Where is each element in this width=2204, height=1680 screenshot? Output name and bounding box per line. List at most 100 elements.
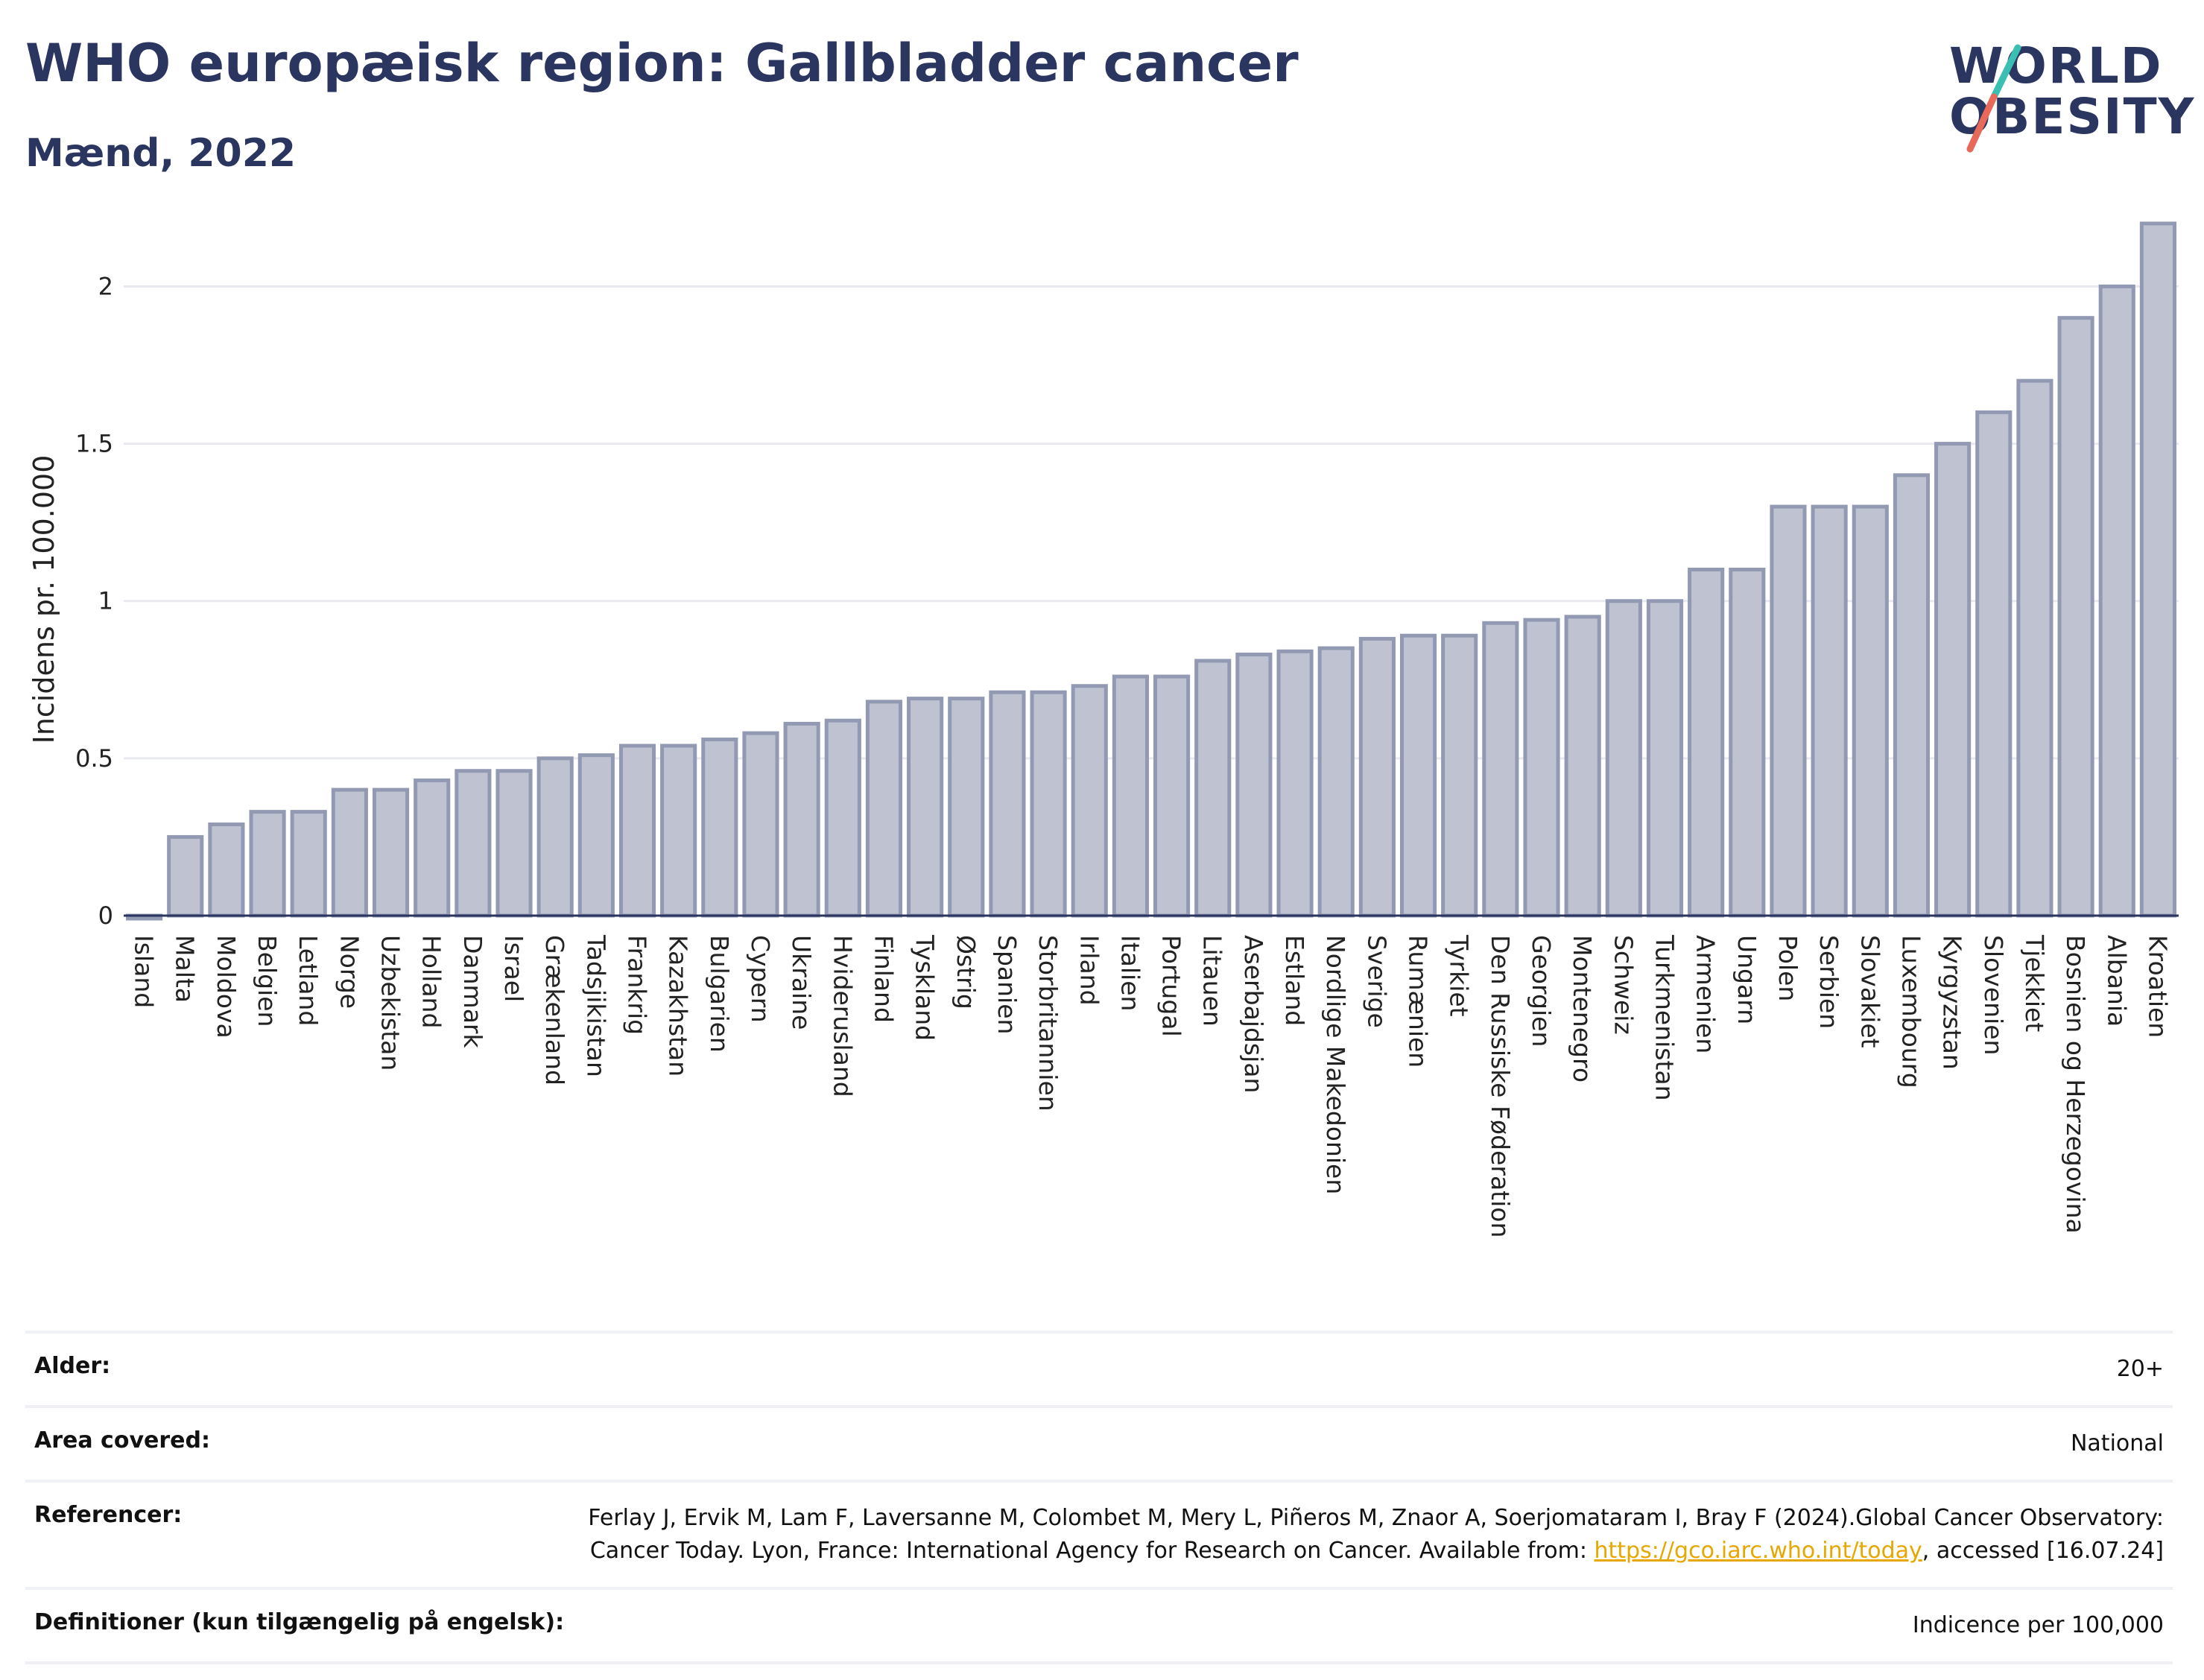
y-tick-label: 1	[98, 587, 113, 615]
x-tick-label: Litauen	[1198, 935, 1227, 1027]
bar	[372, 787, 410, 918]
x-tick-label: Frankrig	[623, 935, 652, 1035]
x-tick-label: Kyrgyzstan	[1938, 935, 1967, 1070]
bar	[865, 700, 903, 918]
chart-title: WHO europæisk region: Gallbladder cancer	[25, 33, 1299, 94]
x-tick-label: Moldova	[212, 935, 241, 1039]
logo-slash-icon	[1966, 44, 2021, 153]
x-tick-label: Aserbajdsjan	[1239, 935, 1268, 1093]
x-tick-label: Irland	[1074, 935, 1103, 1006]
x-tick-label: Kroatien	[2143, 935, 2172, 1038]
bar	[1317, 646, 1355, 918]
x-tick-label: Bulgarien	[705, 935, 734, 1053]
bar	[783, 721, 820, 918]
x-tick-label: Nordlige Makedonien	[1321, 935, 1350, 1194]
bar	[701, 738, 738, 918]
bar	[1934, 442, 1972, 918]
x-tick-label: Tyskland	[911, 934, 940, 1041]
info-key: Alder:	[34, 1353, 111, 1379]
x-tick-label: Island	[130, 935, 159, 1008]
x-tick-label: Israel	[499, 935, 528, 1002]
bar	[577, 753, 615, 918]
bar	[1605, 599, 1642, 918]
x-tick-label: Ungarn	[1732, 935, 1761, 1024]
x-tick-label: Portugal	[1157, 935, 1186, 1037]
info-key: Area covered:	[34, 1427, 210, 1454]
x-tick-label: Luxembourg	[1896, 935, 1925, 1088]
bar	[1235, 653, 1273, 918]
x-tick-label: Den Russiske Føderation	[1486, 935, 1515, 1237]
info-row-references: Referencer: Ferlay J, Ervik M, Lam F, La…	[25, 1480, 2173, 1587]
bar	[2016, 378, 2053, 918]
y-tick-label: 1.5	[75, 430, 113, 458]
bar	[1975, 410, 2013, 918]
bar	[536, 756, 574, 918]
y-tick-label: 0.5	[75, 744, 113, 773]
x-tick-label: Uzbekistan	[376, 935, 405, 1071]
bar	[1153, 674, 1191, 918]
bar	[1852, 504, 1889, 918]
x-tick-label: Ukraine	[787, 935, 816, 1030]
bar	[2139, 221, 2176, 918]
x-tick-label: Turkmenistan	[1650, 934, 1679, 1101]
x-tick-label: Cypern	[746, 935, 775, 1023]
info-value: 20+	[2116, 1356, 2164, 1382]
bar	[948, 697, 985, 918]
x-tick-label: Sverige	[1362, 935, 1391, 1028]
x-tick-label: Albania	[2102, 935, 2131, 1027]
reference-text: Ferlay J, Ervik M, Lam F, Laversanne M, …	[588, 1505, 2164, 1564]
logo-line-world: WORLD	[1949, 37, 2163, 95]
info-row-definitions: Definitioner (kun tilgængelig på engelsk…	[25, 1587, 2173, 1664]
chart-subtitle: Mænd, 2022	[25, 131, 297, 176]
x-tick-label: Georgien	[1527, 935, 1556, 1047]
y-tick-label: 0	[98, 901, 113, 930]
bar-chart: 0 0.5 1 1.5 2 Island Malta Moldova Belgien Letla…	[28, 221, 2179, 1237]
x-tick-label: Storbritannien	[1033, 935, 1063, 1112]
x-tick-label: Malta	[171, 935, 200, 1003]
bar	[249, 810, 286, 918]
reference-accessed: , accessed [16.07.24]	[1922, 1538, 2164, 1564]
bar	[1194, 659, 1232, 918]
bar	[167, 834, 204, 918]
x-tick-label: Belgien	[253, 935, 282, 1027]
bar	[1441, 633, 1478, 918]
bar	[1399, 633, 1437, 918]
info-value: Ferlay J, Ervik M, Lam F, Laversanne M, …	[562, 1502, 2164, 1568]
bar	[1811, 504, 1848, 918]
x-tick-label: Rumænien	[1404, 935, 1433, 1068]
x-tick-label: Holland	[417, 935, 446, 1028]
bar	[414, 778, 451, 918]
bar	[989, 690, 1026, 918]
bar	[660, 744, 697, 918]
x-tick-label: Tjekkiet	[2020, 934, 2049, 1032]
reference-link[interactable]: https://gco.iarc.who.int/today	[1594, 1538, 1922, 1564]
x-tick-label: Slovenien	[1979, 935, 2008, 1055]
bar	[1893, 473, 1931, 918]
x-tick-label: Spanien	[992, 935, 1022, 1034]
x-tick-label: Danmark	[458, 935, 487, 1048]
x-tick-label: Norge	[335, 935, 364, 1009]
x-tick-label: Hviderusland	[828, 935, 857, 1097]
info-key: Referencer:	[34, 1502, 183, 1528]
world-obesity-logo: WORLD OBESITY	[1937, 22, 2194, 156]
x-tick-label: Estland	[1280, 935, 1309, 1026]
x-tick-label: Serbien	[1814, 935, 1843, 1029]
bar	[208, 822, 245, 918]
x-tick-label: Tyrkiet	[1445, 934, 1474, 1017]
bar	[1564, 615, 1601, 918]
bar	[1112, 674, 1149, 918]
bar	[1071, 684, 1108, 918]
bar	[331, 787, 368, 918]
info-value: National	[2070, 1430, 2164, 1456]
x-tick-label: Bosnien og Herzegovina	[2061, 935, 2090, 1234]
bar	[290, 810, 327, 918]
info-row-area: Area covered: National	[25, 1405, 2173, 1480]
bar	[824, 718, 861, 918]
info-row-age: Alder: 20+	[25, 1331, 2173, 1405]
x-tick-label: Grækenland	[540, 935, 569, 1085]
x-tick-label: Schweiz	[1609, 935, 1638, 1035]
x-tick-label: Italien	[1115, 935, 1144, 1011]
bar	[1276, 649, 1314, 918]
x-tick-label: Armenien	[1691, 935, 1720, 1053]
y-axis-ticks: 0 0.5 1 1.5 2	[75, 272, 113, 930]
